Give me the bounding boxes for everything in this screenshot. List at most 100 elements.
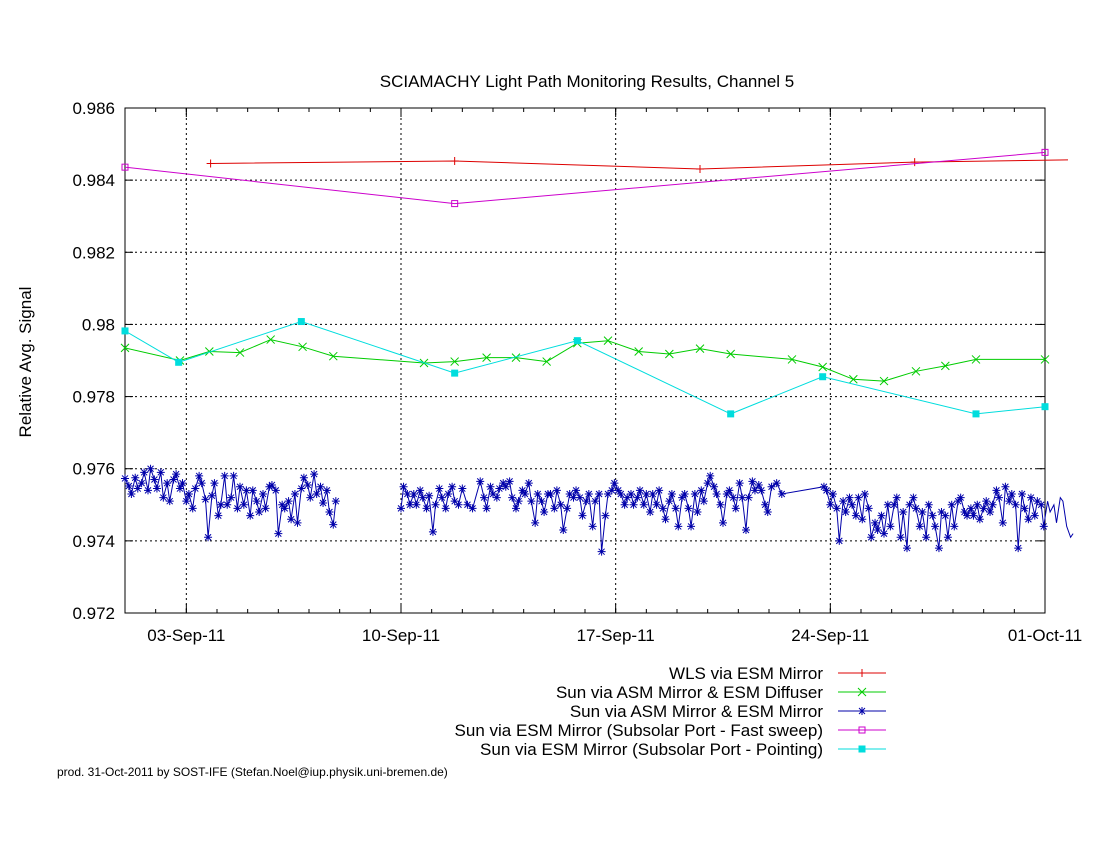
data-point bbox=[635, 486, 644, 495]
data-point bbox=[451, 369, 459, 377]
grid-layer bbox=[125, 108, 1045, 613]
data-point bbox=[748, 477, 757, 486]
data-point bbox=[915, 522, 924, 531]
data-point bbox=[839, 497, 848, 506]
y-tick-label: 0.98 bbox=[82, 315, 115, 334]
data-point bbox=[629, 500, 638, 509]
data-point bbox=[731, 504, 740, 513]
data-point bbox=[971, 355, 981, 364]
data-point bbox=[175, 358, 183, 366]
data-point bbox=[550, 504, 559, 513]
data-point bbox=[298, 342, 307, 352]
data-point bbox=[178, 479, 187, 488]
data-point bbox=[121, 327, 129, 335]
data-point bbox=[667, 489, 676, 498]
data-point bbox=[1007, 489, 1016, 498]
data-point bbox=[450, 497, 459, 506]
data-point bbox=[918, 508, 927, 516]
data-point bbox=[687, 522, 696, 531]
data-point bbox=[278, 500, 287, 509]
data-point bbox=[573, 337, 581, 345]
data-point bbox=[214, 511, 223, 520]
data-point bbox=[451, 200, 459, 208]
data-point bbox=[1018, 489, 1026, 498]
data-point bbox=[877, 511, 886, 520]
data-point bbox=[329, 520, 338, 529]
data-point bbox=[620, 500, 629, 509]
data-point bbox=[159, 493, 168, 502]
data-point bbox=[655, 486, 664, 495]
data-point bbox=[860, 489, 869, 498]
x-tick-label: 03-Sep-11 bbox=[147, 626, 225, 645]
series-1 bbox=[206, 157, 1069, 173]
data-point bbox=[223, 500, 232, 509]
data-point bbox=[922, 533, 931, 542]
data-point bbox=[582, 497, 591, 506]
data-point bbox=[422, 504, 431, 513]
data-point bbox=[150, 475, 159, 484]
x-tick-label: 10-Sep-11 bbox=[362, 626, 440, 645]
data-point bbox=[988, 500, 997, 509]
data-point bbox=[312, 489, 321, 498]
data-point bbox=[835, 536, 844, 545]
data-point bbox=[678, 493, 687, 502]
data-point bbox=[931, 522, 940, 531]
data-point bbox=[864, 504, 873, 513]
data-point bbox=[995, 493, 1003, 502]
data-point bbox=[757, 486, 766, 495]
data-point bbox=[664, 349, 674, 359]
data-point bbox=[867, 533, 876, 542]
data-point bbox=[665, 497, 674, 506]
data-point bbox=[597, 547, 606, 556]
data-point bbox=[397, 504, 405, 513]
data-point bbox=[412, 500, 421, 509]
data-point bbox=[297, 484, 306, 493]
data-point bbox=[703, 479, 712, 488]
data-point bbox=[537, 497, 546, 506]
legend-label: Sun via ESM Mirror (Subsolar Port - Fast… bbox=[455, 721, 823, 740]
data-point bbox=[409, 489, 418, 498]
data-point bbox=[627, 489, 635, 498]
series-4 bbox=[121, 148, 1049, 208]
data-point bbox=[197, 479, 206, 488]
data-point bbox=[512, 504, 520, 513]
data-point bbox=[956, 493, 965, 502]
data-point bbox=[851, 511, 860, 520]
data-point bbox=[156, 468, 165, 477]
data-point bbox=[722, 489, 731, 498]
data-point bbox=[331, 497, 340, 506]
data-point bbox=[133, 484, 142, 493]
data-point bbox=[603, 336, 613, 346]
series-5 bbox=[121, 318, 1049, 418]
data-point bbox=[892, 493, 901, 502]
data-point bbox=[610, 479, 619, 488]
data-point bbox=[735, 479, 744, 488]
data-point bbox=[448, 482, 457, 491]
data-point bbox=[546, 489, 555, 498]
data-point bbox=[195, 471, 204, 480]
data-point bbox=[671, 504, 680, 513]
data-point bbox=[607, 486, 616, 495]
data-point bbox=[274, 529, 283, 538]
data-point bbox=[966, 504, 975, 513]
data-point bbox=[239, 500, 248, 509]
data-point bbox=[727, 410, 735, 418]
data-point bbox=[696, 164, 704, 173]
data-point bbox=[924, 500, 933, 509]
data-point bbox=[418, 493, 427, 502]
data-point bbox=[642, 489, 651, 498]
legend-swatch-marker bbox=[858, 726, 866, 734]
data-point bbox=[458, 484, 467, 493]
data-point bbox=[787, 355, 797, 364]
data-point bbox=[144, 486, 152, 495]
data-point bbox=[828, 489, 837, 498]
data-point bbox=[306, 493, 315, 502]
data-point bbox=[937, 508, 946, 516]
data-point bbox=[972, 410, 980, 418]
data-point bbox=[287, 515, 296, 524]
data-point bbox=[482, 504, 491, 513]
data-point bbox=[975, 515, 984, 524]
data-point bbox=[297, 318, 305, 326]
